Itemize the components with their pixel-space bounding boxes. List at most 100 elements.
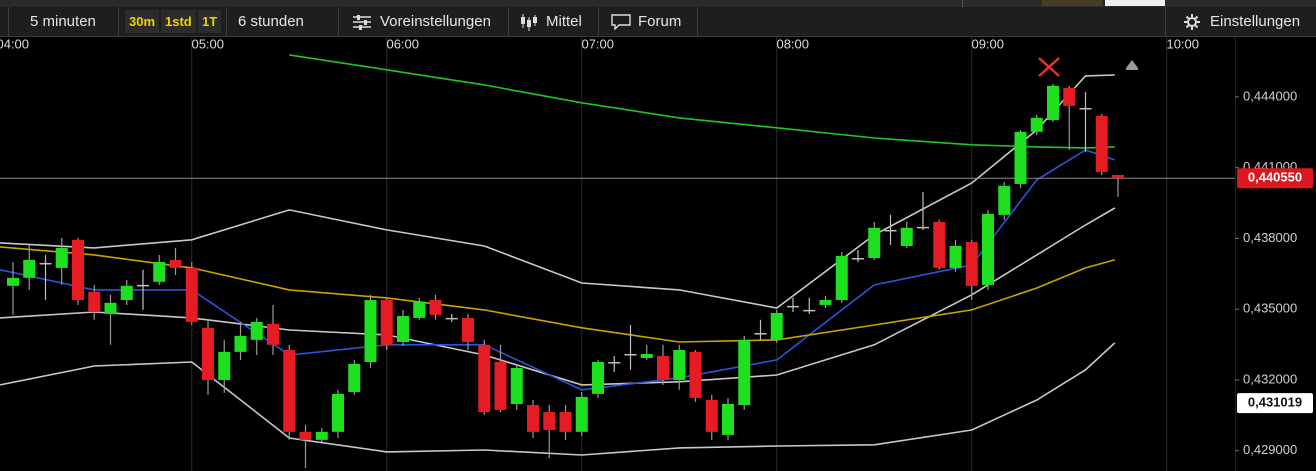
candle-body (705, 400, 718, 432)
indicator-line (0, 74, 1115, 309)
x-tick-label: 06:00 (386, 36, 419, 51)
top-strip (0, 0, 1316, 7)
interval-5m[interactable]: 5 minuten (30, 13, 96, 30)
candle-body (7, 277, 19, 286)
scroll-home-icon[interactable] (1126, 60, 1138, 70)
candle-body (104, 302, 117, 314)
candle-body (527, 404, 539, 432)
range-selector[interactable]: 6 stunden (238, 13, 304, 30)
indicator-line (289, 54, 1115, 149)
forum-icon (611, 14, 631, 30)
candle-body (380, 299, 393, 345)
candle-body (1047, 85, 1059, 121)
settings-icon (1184, 14, 1200, 30)
candle-body (803, 309, 816, 312)
x-tick-label: 07:00 (581, 36, 614, 51)
candle-body (982, 213, 994, 285)
candle-body (267, 323, 279, 345)
price-label: 0,431019 (1248, 395, 1302, 410)
candle-body (673, 349, 686, 380)
interval-1h[interactable]: 1std (161, 10, 196, 33)
candle-body (332, 393, 344, 432)
candle-body (1063, 87, 1076, 106)
candle-body (462, 317, 474, 342)
candle-body (657, 355, 669, 380)
y-tick-label: 0,432000 (1243, 371, 1297, 386)
candle-body (55, 247, 68, 268)
candle-body (1079, 107, 1092, 110)
interval-30m[interactable]: 30m (125, 10, 160, 33)
candle-body (445, 317, 458, 320)
candle-body (1095, 116, 1108, 172)
candle-body (738, 339, 751, 405)
candle-body (1014, 131, 1027, 184)
candle-body (640, 354, 653, 359)
indicators-button[interactable]: Mittel (546, 13, 582, 30)
candle-body (722, 404, 734, 435)
candle-body (348, 363, 361, 392)
candle-body (283, 349, 296, 432)
annotation-cross (1038, 57, 1060, 77)
candle-body (835, 255, 848, 300)
price-label-box (1237, 393, 1313, 414)
candle-body (234, 335, 247, 352)
candle-body (933, 221, 946, 268)
candle-body (153, 262, 166, 282)
candle-body (72, 239, 84, 300)
candle-body (998, 185, 1011, 215)
candle-body (185, 267, 198, 322)
candle-body (770, 312, 783, 340)
candle-body (364, 299, 377, 363)
candle-body (868, 227, 881, 259)
price-label-box (1237, 168, 1313, 189)
candle-body (299, 431, 312, 440)
candle-body (624, 354, 637, 356)
toolbar: 5 minuten 30m 1std 1T 6 stunden Voreinst… (0, 7, 1316, 37)
candle-body (315, 431, 328, 440)
plot-area: 04:00 05:00 06:00 07:00 08:00 09:00 10:00 (0, 36, 1235, 471)
x-tick-label: 05:00 (191, 36, 224, 51)
candle-body (754, 333, 767, 335)
price-label: 0,440550 (1248, 170, 1302, 185)
candle-body (917, 226, 929, 229)
candle-body (852, 258, 864, 260)
candle-body (413, 301, 426, 318)
candle-body (900, 227, 913, 246)
indicator-line (0, 342, 1116, 456)
candle-body (592, 362, 604, 394)
indicator-line (0, 149, 1116, 391)
candle-body (1030, 117, 1043, 132)
candle-body (218, 351, 231, 380)
settings-button[interactable]: Einstellungen (1210, 13, 1301, 30)
candle-body (559, 412, 572, 432)
x-tick-label: 08:00 (776, 36, 809, 51)
x-tick-label: 09:00 (971, 36, 1004, 51)
candle-body (88, 291, 101, 313)
candle-body (494, 362, 507, 410)
interval-1d[interactable]: 1T (198, 10, 222, 33)
candle-body (949, 245, 962, 268)
presets-icon (353, 15, 371, 30)
forum-button[interactable]: Forum (638, 13, 682, 30)
candle-body (429, 299, 442, 315)
candle-body (478, 344, 491, 413)
candle-body (120, 285, 133, 300)
candle-body (819, 299, 832, 305)
candle-body (397, 316, 409, 342)
candle-body (965, 241, 978, 286)
presets-button[interactable]: Voreinstellungen (380, 13, 491, 30)
candle-body (137, 284, 149, 287)
price-axis: 0,4440000,4410000,4380000,4350000,432000… (1235, 37, 1313, 471)
indicator-line (0, 246, 1116, 343)
indicator-line (0, 207, 1116, 386)
candle-body (689, 351, 702, 398)
candle-body (543, 412, 556, 430)
candle-body (1112, 174, 1124, 179)
candle-body (608, 362, 621, 364)
y-tick-label: 0,429000 (1243, 442, 1297, 457)
candle-body (250, 321, 263, 340)
candle-body (23, 259, 36, 278)
y-tick-label: 0,435000 (1243, 301, 1297, 316)
x-tick-label: 10:00 (1166, 36, 1199, 51)
